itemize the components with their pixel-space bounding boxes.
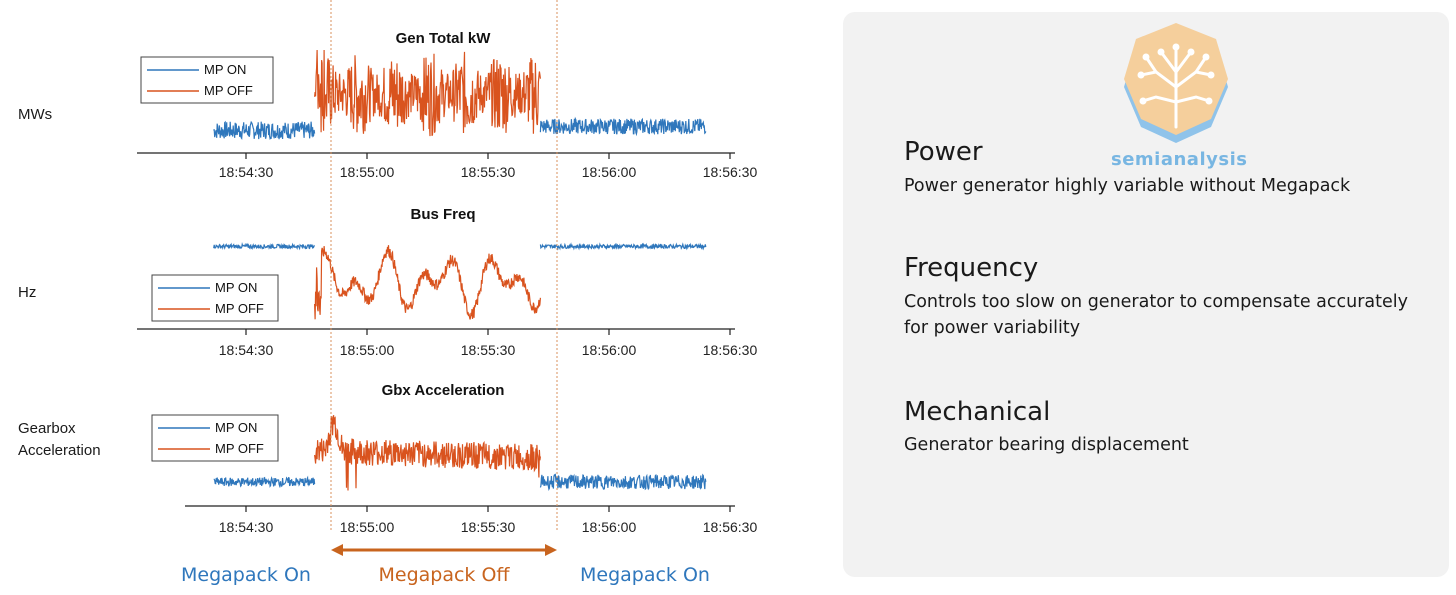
row-label-gearbox: Gearbox Acceleration <box>18 420 101 459</box>
legend-label: MP ON <box>204 62 246 77</box>
x-tick-label: 18:55:00 <box>340 164 395 180</box>
item-heading-mechanical: Mechanical <box>904 397 1051 427</box>
legend-label: MP OFF <box>215 301 264 316</box>
x-tick-label: 18:56:00 <box>582 164 637 180</box>
x-tick-label: 18:56:30 <box>703 519 758 535</box>
legend-1: MP ON MP OFF <box>140 56 274 104</box>
item-desc-frequency: Controls too slow on generator to compen… <box>904 292 1409 338</box>
x-tick-label: 18:55:00 <box>340 519 395 535</box>
series-line-2-mp-off-2 <box>314 245 541 320</box>
chart-title-bus-freq: Bus Freq <box>410 206 475 223</box>
x-tick-label: 18:54:30 <box>219 342 274 358</box>
series-line-3-mp-on-3 <box>539 473 707 492</box>
series-line-2-mp-on-1 <box>213 242 316 251</box>
legend-2: MP ON MP OFF <box>151 274 279 322</box>
legend-3: MP ON MP OFF <box>151 414 279 462</box>
x-tick-label: 18:54:30 <box>219 164 274 180</box>
legend-label: MP OFF <box>215 441 264 456</box>
x-tick-label: 18:56:30 <box>703 342 758 358</box>
phase-label-off: Megapack Off <box>378 564 510 586</box>
x-tick-label: 18:56:00 <box>582 342 637 358</box>
x-tick-label: 18:56:00 <box>582 519 637 535</box>
chart-title-gen-total: Gen Total kW <box>396 30 492 47</box>
x-tick-label: 18:56:30 <box>703 164 758 180</box>
phase-label-on-left: Megapack On <box>181 564 311 586</box>
series-line-1-mp-on-3 <box>539 116 707 137</box>
x-tick-label: 18:55:30 <box>461 342 516 358</box>
logo-wordmark: semianalysis <box>1111 149 1248 170</box>
item-heading-power: Power <box>904 137 983 167</box>
x-tick-label: 18:54:30 <box>219 519 274 535</box>
x-tick-label: 18:55:30 <box>461 519 516 535</box>
legend-label: MP ON <box>215 420 257 435</box>
series-line-3-mp-on-1 <box>213 475 316 489</box>
logo-tree-icon <box>1124 23 1228 143</box>
series-line-1-mp-off-2 <box>314 49 541 137</box>
legend-label: MP ON <box>215 280 257 295</box>
series-line-3-mp-off-2 <box>314 415 541 491</box>
semianalysis-logo: semianalysis <box>1111 17 1248 172</box>
phase-label-on-right: Megapack On <box>580 564 710 586</box>
item-desc-power: Power generator highly variable without … <box>904 176 1351 196</box>
x-tick-label: 18:55:30 <box>461 164 516 180</box>
megapack-off-arrow <box>331 544 557 556</box>
series-line-1-mp-on-1 <box>213 120 316 141</box>
series-line-2-mp-on-3 <box>539 242 707 251</box>
explanation-panel: semianalysis Power Power generator highl… <box>843 12 1449 577</box>
item-desc-mechanical: Generator bearing displacement <box>904 435 1189 455</box>
legend-label: MP OFF <box>204 83 253 98</box>
charts-area: MWs Hz Gearbox Acceleration Gen Total kW… <box>18 0 758 586</box>
x-tick-label: 18:55:00 <box>340 342 395 358</box>
item-heading-frequency: Frequency <box>904 253 1039 283</box>
chart-title-gbx-accel: Gbx Acceleration <box>382 382 505 399</box>
row-label-hz: Hz <box>18 284 36 301</box>
row-label-mws: MWs <box>18 106 52 123</box>
